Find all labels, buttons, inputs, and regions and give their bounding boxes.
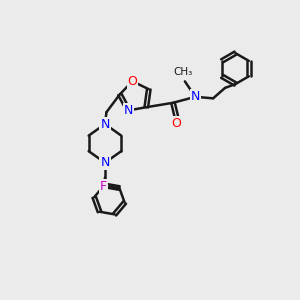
Text: O: O xyxy=(128,75,137,88)
Text: O: O xyxy=(172,117,182,130)
Text: N: N xyxy=(100,118,110,130)
Text: N: N xyxy=(100,156,110,169)
Text: N: N xyxy=(190,90,200,103)
Text: N: N xyxy=(124,104,133,117)
Text: CH₃: CH₃ xyxy=(174,67,193,77)
Text: F: F xyxy=(100,180,107,193)
